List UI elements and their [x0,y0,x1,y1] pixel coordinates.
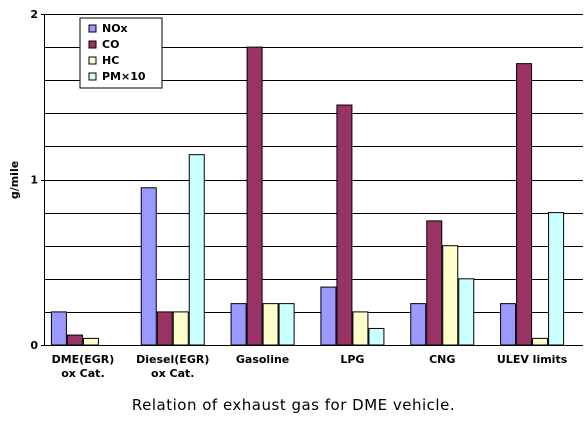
legend-swatch [88,72,97,81]
bar [140,187,157,346]
category-label: LPG [340,353,364,366]
legend-label: CO [102,38,119,51]
bar [262,303,279,346]
y-tick-label: 1 [30,174,38,187]
axes [44,14,583,346]
category-label: ox Cat. [61,367,104,380]
legend-label: NOx [102,22,128,35]
category-labels: DME(EGR)ox Cat.Diesel(EGR)ox Cat.Gasolin… [52,353,568,380]
y-tick-label: 2 [30,8,38,21]
category-label: ox Cat. [151,367,194,380]
bar [548,212,565,346]
bar [66,334,83,346]
bar [82,337,99,346]
bar [336,104,353,346]
bar [368,327,385,346]
legend-label: PM×10 [102,70,146,83]
category-label: ULEV limits [497,353,568,366]
y-tick-label: 0 [30,339,38,352]
bar [50,311,67,346]
bar [278,303,295,346]
bar [458,278,475,346]
bar [230,303,247,346]
bar [172,311,189,346]
legend-swatch [88,56,97,65]
bar [426,220,443,346]
bar [246,46,263,346]
bar [442,245,459,346]
y-axis-label: g/mile [8,161,21,199]
bar [156,311,173,346]
bars [50,46,565,346]
grid-lines [44,14,583,313]
y-tick-labels: 0 1 2 [30,8,44,352]
bar [500,303,517,346]
bar [532,337,549,346]
figure-caption: Relation of exhaust gas for DME vehicle. [131,396,456,414]
category-label: Diesel(EGR) [136,353,209,366]
legend-swatch [88,24,97,33]
bar [410,303,427,346]
bar [188,154,205,346]
bar [516,63,533,346]
legend: NOx CO HC PM×10 [79,17,163,89]
legend-swatch [88,40,97,49]
category-label: DME(EGR) [52,353,115,366]
category-label: CNG [429,353,455,366]
bar [320,286,337,346]
legend-label: HC [102,54,119,67]
category-label: Gasoline [236,353,289,366]
bar [352,311,369,346]
